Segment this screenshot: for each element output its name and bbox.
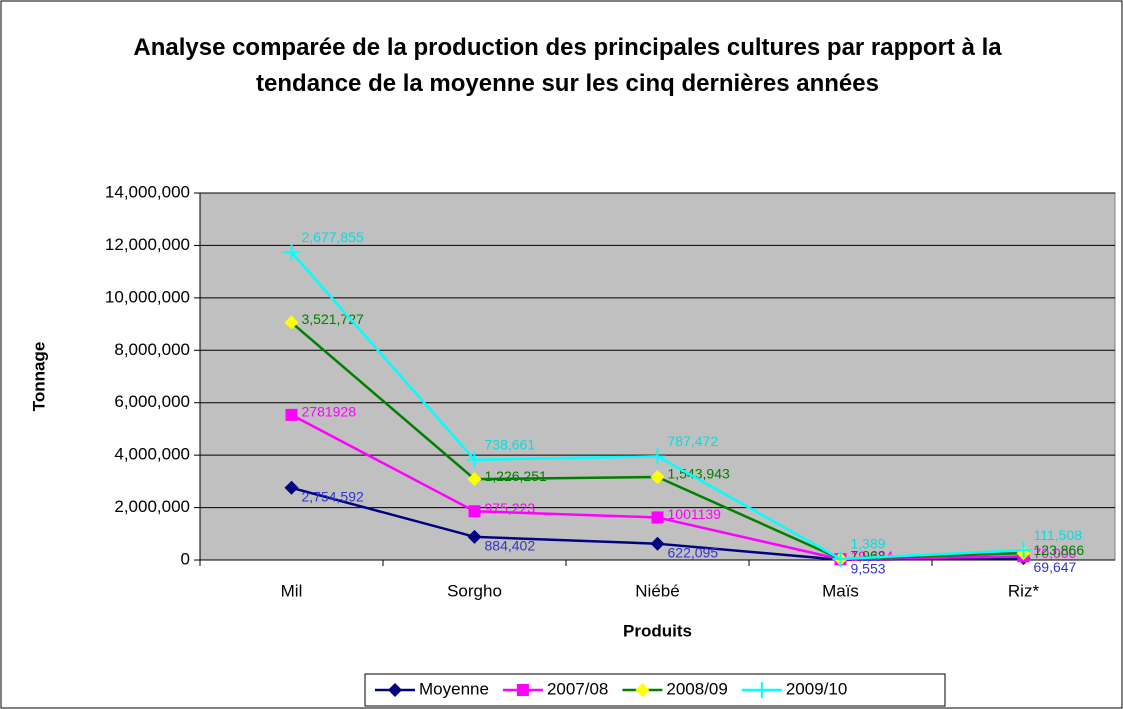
x-axis-title: Produits (623, 621, 692, 640)
marker (468, 505, 481, 518)
marker (649, 448, 666, 465)
data-label: 19,324 (851, 548, 894, 564)
y-tick-label: 2,000,000 (114, 497, 190, 516)
data-label: 1,389 (851, 536, 886, 552)
data-label: 123,866 (1034, 542, 1085, 558)
legend-label: Moyenne (419, 679, 489, 698)
data-label: 884,402 (485, 538, 536, 554)
marker (467, 472, 482, 487)
y-tick-label: 0 (181, 549, 190, 568)
data-label: 2,677,855 (302, 229, 364, 245)
chart-title: Analyse comparée de la production des pr… (133, 34, 1002, 97)
data-label: 975,223 (485, 500, 536, 516)
marker (650, 469, 665, 484)
marker (832, 550, 849, 567)
data-label: 111,508 (1034, 527, 1083, 543)
data-label: 622,095 (668, 544, 719, 560)
y-axis-title: Tonnage (29, 342, 48, 412)
legend-label: 2008/09 (666, 679, 727, 698)
y-tick-label: 12,000,000 (105, 235, 190, 254)
x-tick-label: Mil (281, 581, 303, 600)
marker (651, 511, 664, 524)
data-label: 9,553 (851, 560, 886, 576)
legend-label: 2009/10 (786, 679, 847, 698)
y-tick-label: 4,000,000 (114, 445, 190, 464)
y-tick-label: 8,000,000 (114, 340, 190, 359)
x-tick-label: Sorgho (447, 581, 502, 600)
plot-area (199, 192, 1116, 561)
marker (466, 451, 483, 468)
data-label: 1,226,251 (485, 468, 547, 484)
marker (1015, 542, 1032, 559)
marker (285, 408, 298, 421)
marker (467, 529, 482, 544)
y-tick-label: 10,000,000 (105, 287, 190, 306)
marker (388, 683, 402, 697)
data-label: 1001139 (668, 506, 722, 522)
data-label: 2781928 (302, 404, 357, 420)
y-tick-label: 14,000,000 (105, 182, 190, 201)
y-tick-label: 6,000,000 (114, 392, 190, 411)
x-tick-label: Riz* (1008, 581, 1040, 600)
legend: Moyenne 2007/08 2008/09 2009/10 (364, 673, 946, 707)
data-label: 70,000 (1034, 545, 1077, 561)
marker (283, 244, 300, 261)
data-label: 7,968 (851, 548, 886, 564)
x-tick-label: Maïs (822, 581, 859, 600)
data-label: 69,647 (1034, 559, 1077, 575)
marker (753, 682, 770, 698)
data-label: 738,661 (485, 436, 536, 452)
data-label: 2,754,592 (302, 488, 364, 504)
x-tick-label: Niébé (635, 581, 679, 600)
marker (650, 536, 665, 551)
marker (284, 315, 299, 330)
marker (516, 684, 529, 696)
data-label: 787,472 (668, 433, 719, 449)
marker (284, 480, 299, 495)
marker (635, 683, 650, 697)
legend-label: 2007/08 (547, 679, 608, 698)
